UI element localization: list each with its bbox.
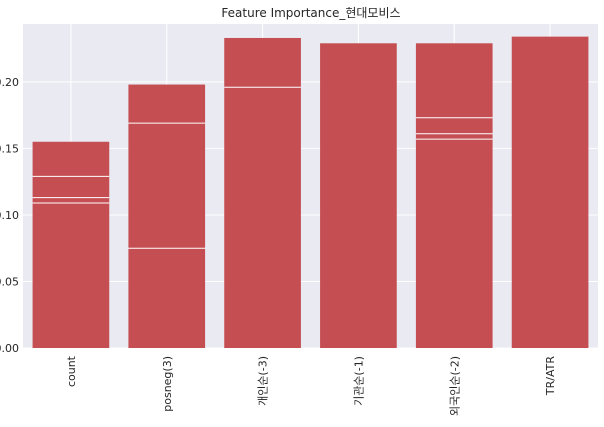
y-tick-label: 0.20 [0,76,19,89]
x-tick-label: 기관순(-1) [352,356,365,406]
y-tick-label: 0.00 [0,342,19,355]
plot-area [23,24,598,348]
bar-1 [128,84,206,349]
y-tick-label: 0.10 [0,209,19,222]
x-tick-label: TR/ATR [544,356,557,396]
bar-2 [224,37,301,348]
bar-5 [511,36,589,348]
x-tick-label: count [65,355,78,387]
x-tick-label: 개인순(-3) [257,356,270,406]
bar-4 [415,43,493,348]
x-axis-ticks: count posneg(3) 개인순(-3) 기관순(-1) 외국인순(-2) TR/A… [65,355,557,416]
x-tick-label: posneg(3) [161,356,174,412]
bar-3 [320,43,397,348]
y-axis-ticks: 0.00 0.05 0.10 0.15 0.20 [0,76,19,355]
bars [32,36,589,349]
bar-0 [32,141,110,348]
chart-title: Feature Importance_현대모비스 [221,6,400,20]
y-tick-label: 0.05 [0,275,19,288]
y-tick-label: 0.15 [0,142,19,155]
x-tick-label: 외국인순(-2) [448,356,461,416]
